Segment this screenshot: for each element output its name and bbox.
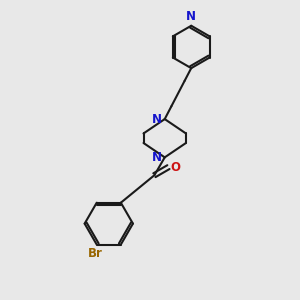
Text: N: N [186,11,196,23]
Text: N: N [152,112,162,126]
Text: Br: Br [88,248,103,260]
Text: O: O [170,160,180,174]
Text: N: N [152,151,162,164]
